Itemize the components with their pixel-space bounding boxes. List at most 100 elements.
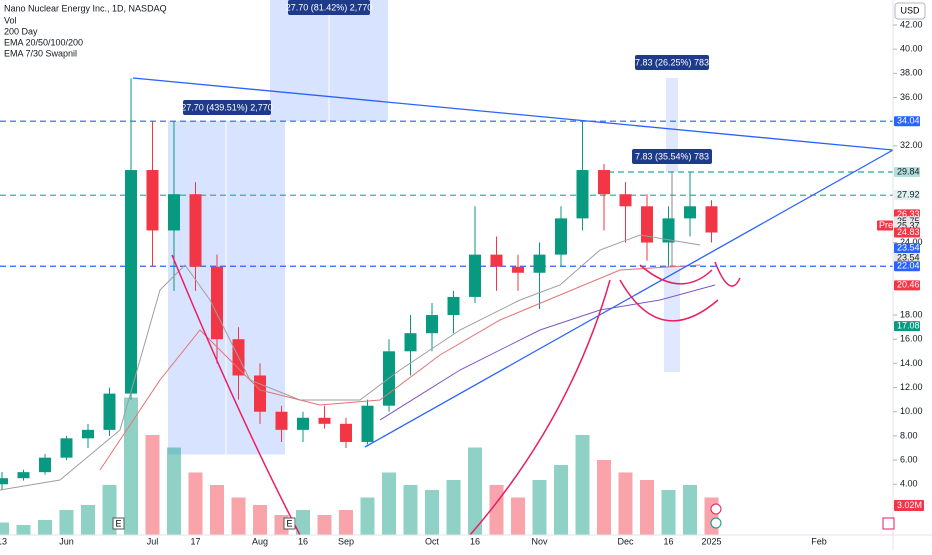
price-tag — [894, 321, 920, 332]
earnings-marker[interactable] — [283, 517, 296, 530]
price-tag — [894, 243, 920, 254]
candle-body — [598, 170, 610, 195]
candle-body — [404, 333, 417, 352]
volume-bar — [253, 505, 267, 535]
x-tick-label: Jun — [59, 536, 74, 546]
y-tick-label: 16.00 — [900, 334, 923, 344]
volume-bar — [425, 490, 439, 535]
volume-bar — [38, 520, 52, 535]
candle-body — [662, 218, 675, 243]
arc — [469, 279, 611, 535]
pre-badge — [877, 220, 893, 231]
volume-bar — [0, 522, 9, 535]
y-tick-label: 42.00 — [900, 19, 923, 29]
y-tick-label: 18.00 — [900, 309, 923, 319]
ema-line — [99, 264, 701, 471]
volume-bar — [575, 435, 590, 535]
candle-body — [39, 457, 51, 473]
price-tag-label: 20.46 — [897, 280, 920, 290]
earnings-marker[interactable] — [112, 517, 125, 530]
annotation-box — [635, 55, 709, 70]
price-tag-label: 25.75 — [897, 216, 920, 226]
volume-bar — [360, 497, 375, 535]
y-tick-label: 8.00 — [900, 430, 918, 440]
arc — [619, 279, 719, 322]
candle-body — [426, 315, 438, 334]
x-tick-label: Nov — [531, 536, 548, 546]
annotation-box — [632, 149, 712, 164]
volume-bar — [382, 472, 396, 535]
indicator: EMA 20/50/100/200 — [4, 37, 83, 47]
event-marker[interactable] — [710, 517, 722, 529]
volume-bar — [16, 525, 31, 535]
price-tag-label: 29.84 — [897, 166, 920, 176]
volume-bar — [683, 485, 697, 535]
candle-body — [576, 170, 589, 219]
x-tick-label: Aug — [252, 536, 268, 546]
event-marker[interactable] — [710, 503, 722, 515]
earnings-marker[interactable] — [882, 517, 895, 530]
price-tag-label: 24.83 — [897, 227, 920, 237]
candle-body — [705, 206, 718, 233]
price-tag-label: 23.54 — [897, 242, 920, 252]
volume-bar — [554, 465, 568, 535]
volume-bar — [339, 510, 353, 535]
candle-body — [125, 170, 137, 394]
y-tick-label: 38.00 — [900, 68, 923, 78]
price-tag-label: 27.92 — [897, 190, 920, 200]
candle-body — [641, 206, 653, 243]
volume-bar — [145, 435, 160, 535]
volume-bar — [59, 510, 74, 535]
volume-bar — [124, 397, 138, 535]
candle-body — [189, 194, 202, 267]
x-tick-label: Oct — [425, 536, 440, 546]
volume-bar — [468, 447, 482, 535]
price-tag — [894, 190, 920, 201]
candle-body — [555, 218, 567, 255]
candle-body — [684, 206, 696, 219]
candle-body — [17, 472, 30, 479]
earnings-icon: E — [115, 518, 121, 528]
volume-bar — [597, 460, 611, 535]
arc — [639, 264, 713, 285]
series — [0, 78, 719, 535]
price-tag — [894, 261, 920, 272]
candle-body — [619, 194, 632, 207]
price-tag-label: 34.04 — [897, 116, 920, 126]
price-tag-label: 26.33 — [897, 209, 920, 219]
candle-body — [103, 393, 116, 430]
price-tag-label: 22.04 — [897, 261, 920, 271]
symbol-title: Nano Nuclear Energy Inc., 1D, NASDAQ — [4, 3, 167, 13]
trend-line — [364, 149, 893, 448]
indicator: EMA 7/30 Swapnil — [4, 48, 77, 58]
annotation: 27.70 (439.51%) 2,770 — [181, 102, 273, 112]
volume-bar — [618, 472, 633, 535]
candle-body — [512, 266, 524, 273]
price-tag-label: 25.37 — [897, 220, 920, 230]
ema-line — [379, 284, 716, 421]
indicator: 200 Day — [4, 26, 38, 36]
y-tick-label: 6.00 — [900, 454, 918, 464]
volume-bar — [661, 490, 676, 535]
currency-box[interactable] — [894, 2, 926, 20]
x-tick-label: 16 — [470, 536, 480, 546]
x-tick-label: 13 — [0, 536, 7, 546]
y-tick-label: 10.00 — [900, 406, 923, 416]
y-tick-label: 14.00 — [900, 358, 923, 368]
plot-area — [0, 0, 893, 456]
candle-body — [533, 254, 546, 273]
candle-body — [275, 411, 288, 430]
candle-body — [318, 417, 331, 424]
price-tag-label: 23.54 — [897, 252, 920, 262]
candle-body — [297, 417, 309, 430]
volume-tag-label: 3.02M — [897, 500, 922, 510]
price-tag — [894, 227, 920, 238]
volume-bar — [231, 497, 246, 535]
candle-body — [447, 296, 460, 316]
trend-line — [132, 77, 893, 151]
volume-bar — [640, 480, 654, 535]
candle-body — [469, 254, 481, 297]
x-tick-label: 2025 — [701, 536, 721, 546]
